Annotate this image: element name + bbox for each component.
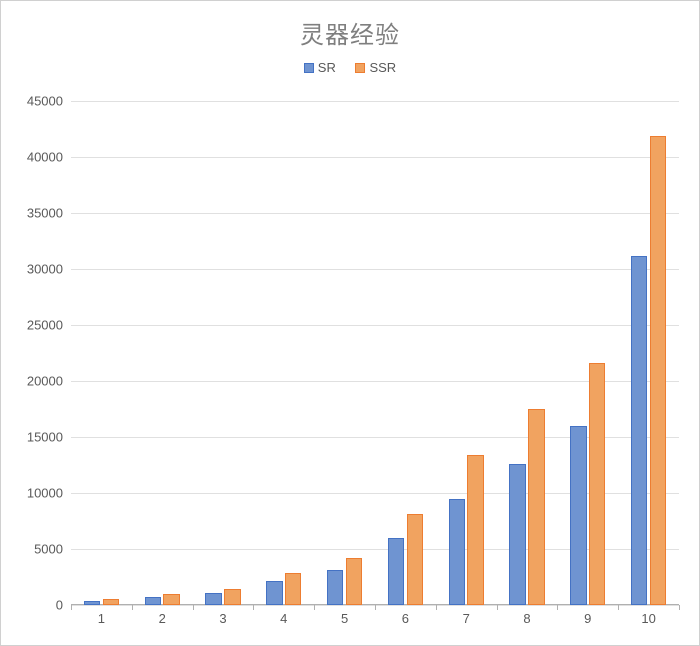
x-tick bbox=[71, 605, 72, 610]
x-tick bbox=[314, 605, 315, 610]
x-axis-label: 6 bbox=[402, 605, 409, 626]
y-axis-label: 20000 bbox=[27, 374, 71, 389]
bar-sr bbox=[388, 538, 404, 605]
y-axis-label: 35000 bbox=[27, 206, 71, 221]
grid-line bbox=[71, 325, 679, 326]
legend-label-sr: SR bbox=[318, 60, 336, 75]
bar-ssr bbox=[528, 409, 544, 605]
y-axis-label: 30000 bbox=[27, 262, 71, 277]
bar-sr bbox=[509, 464, 525, 605]
legend-swatch-sr bbox=[304, 63, 314, 73]
bar-sr bbox=[449, 499, 465, 605]
x-axis-label: 4 bbox=[280, 605, 287, 626]
legend-item-sr: SR bbox=[304, 60, 336, 75]
grid-line bbox=[71, 157, 679, 158]
x-tick bbox=[132, 605, 133, 610]
bar-ssr bbox=[103, 599, 119, 605]
x-axis-label: 1 bbox=[98, 605, 105, 626]
x-axis-label: 8 bbox=[523, 605, 530, 626]
y-axis-label: 10000 bbox=[27, 486, 71, 501]
plot-area: 0500010000150002000025000300003500040000… bbox=[71, 101, 679, 605]
bar-ssr bbox=[589, 363, 605, 605]
bar-ssr bbox=[407, 514, 423, 605]
bar-ssr bbox=[650, 136, 666, 605]
chart-container: 灵器经验 SR SSR 0500010000150002000025000300… bbox=[0, 0, 700, 646]
chart-title: 灵器经验 bbox=[1, 1, 699, 50]
x-axis-label: 3 bbox=[219, 605, 226, 626]
bar-sr bbox=[145, 597, 161, 605]
bar-ssr bbox=[163, 594, 179, 605]
x-axis-label: 10 bbox=[641, 605, 655, 626]
x-tick bbox=[618, 605, 619, 610]
x-tick bbox=[557, 605, 558, 610]
y-axis-label: 15000 bbox=[27, 430, 71, 445]
grid-line bbox=[71, 437, 679, 438]
x-tick bbox=[436, 605, 437, 610]
y-axis-label: 5000 bbox=[34, 542, 71, 557]
legend: SR SSR bbox=[1, 60, 699, 76]
x-axis-label: 9 bbox=[584, 605, 591, 626]
grid-line bbox=[71, 493, 679, 494]
x-tick bbox=[679, 605, 680, 610]
bar-sr bbox=[570, 426, 586, 605]
x-tick bbox=[375, 605, 376, 610]
y-axis-label: 45000 bbox=[27, 94, 71, 109]
bar-ssr bbox=[346, 558, 362, 605]
bar-sr bbox=[631, 256, 647, 605]
x-axis-label: 7 bbox=[463, 605, 470, 626]
legend-item-ssr: SSR bbox=[355, 60, 396, 75]
bar-sr bbox=[327, 570, 343, 605]
bar-sr bbox=[266, 581, 282, 605]
bar-ssr bbox=[467, 455, 483, 605]
x-axis-label: 5 bbox=[341, 605, 348, 626]
grid-line bbox=[71, 101, 679, 102]
grid-line bbox=[71, 381, 679, 382]
bar-ssr bbox=[285, 573, 301, 605]
bar-ssr bbox=[224, 589, 240, 605]
y-axis-label: 0 bbox=[56, 598, 71, 613]
bar-sr bbox=[84, 601, 100, 605]
grid-line bbox=[71, 213, 679, 214]
y-axis-label: 25000 bbox=[27, 318, 71, 333]
grid-line bbox=[71, 549, 679, 550]
grid-line bbox=[71, 269, 679, 270]
bar-sr bbox=[205, 593, 221, 605]
y-axis-label: 40000 bbox=[27, 150, 71, 165]
legend-label-ssr: SSR bbox=[369, 60, 396, 75]
x-tick bbox=[253, 605, 254, 610]
x-axis-label: 2 bbox=[159, 605, 166, 626]
legend-swatch-ssr bbox=[355, 63, 365, 73]
x-tick bbox=[193, 605, 194, 610]
x-tick bbox=[497, 605, 498, 610]
